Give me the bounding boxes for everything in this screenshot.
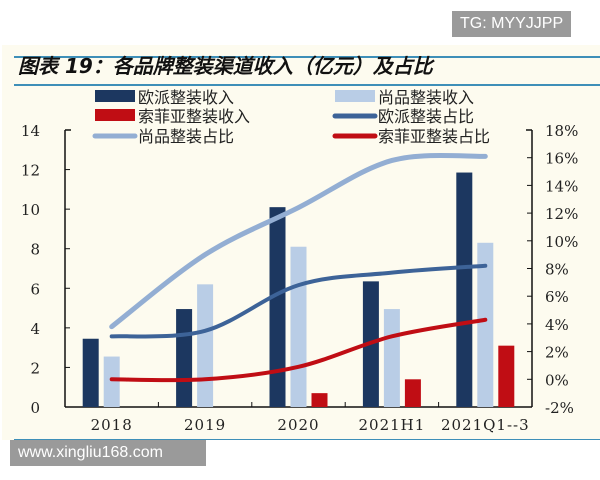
legend-swatch bbox=[95, 90, 135, 102]
bar-尚品整装收入 bbox=[477, 242, 494, 407]
bar-欧派整装收入 bbox=[176, 309, 193, 407]
bar-索菲亚整装收入 bbox=[404, 379, 421, 407]
right-tick-label: 18% bbox=[545, 122, 578, 140]
right-tick-label: 4% bbox=[545, 316, 569, 334]
bar-欧派整装收入 bbox=[269, 207, 286, 407]
x-tick-label: 2020 bbox=[277, 416, 319, 434]
title-rule-top bbox=[14, 56, 600, 58]
bar-索菲亚整装收入 bbox=[498, 345, 515, 407]
left-tick-label: 6 bbox=[30, 280, 40, 298]
bottom-rule bbox=[14, 439, 600, 440]
bar-索菲亚整装收入 bbox=[311, 393, 328, 407]
right-tick-label: 10% bbox=[545, 233, 578, 251]
bar-尚品整装收入 bbox=[383, 309, 400, 407]
title-rule-bottom bbox=[14, 84, 600, 86]
legend-label: 欧派整装收入 bbox=[138, 88, 234, 107]
right-tick-label: -2% bbox=[545, 399, 574, 417]
right-tick-label: 14% bbox=[545, 177, 578, 195]
bar-欧派整装收入 bbox=[82, 338, 99, 407]
right-tick-label: 0% bbox=[545, 371, 569, 389]
left-tick-label: 10 bbox=[21, 201, 40, 219]
left-tick-label: 14 bbox=[21, 122, 40, 140]
legend-swatch bbox=[95, 109, 135, 121]
legend-label: 尚品整装收入 bbox=[378, 88, 474, 107]
legend-label: 欧派整装占比 bbox=[378, 107, 474, 126]
legend-label: 索菲亚整装占比 bbox=[378, 127, 490, 146]
legend-swatch bbox=[335, 90, 375, 102]
chart-title: 图表 19：各品牌整装渠道收入（亿元）及占比 bbox=[18, 54, 433, 78]
left-tick-label: 8 bbox=[30, 241, 40, 259]
bar-欧派整装收入 bbox=[456, 172, 473, 407]
line-尚品整装占比 bbox=[109, 152, 488, 330]
left-tick-label: 2 bbox=[30, 359, 40, 377]
right-tick-label: 12% bbox=[545, 205, 578, 223]
x-tick-label: 2018 bbox=[91, 416, 133, 434]
right-tick-label: 8% bbox=[545, 261, 569, 279]
right-tick-label: 16% bbox=[545, 150, 578, 168]
left-tick-label: 12 bbox=[21, 162, 40, 180]
line-索菲亚整装占比 bbox=[109, 317, 488, 383]
x-tick-label: 2021Q1--3 bbox=[441, 416, 530, 434]
watermark-bottom: www.xingliu168.com bbox=[10, 440, 206, 466]
right-tick-label: 2% bbox=[545, 344, 569, 362]
legend-label: 尚品整装占比 bbox=[138, 127, 234, 146]
bar-尚品整装收入 bbox=[197, 284, 214, 407]
x-tick-label: 2019 bbox=[184, 416, 226, 434]
x-tick-label: 2021H1 bbox=[358, 416, 425, 434]
left-tick-label: 4 bbox=[30, 320, 40, 338]
bar-尚品整装收入 bbox=[103, 356, 120, 407]
bar-尚品整装收入 bbox=[290, 246, 307, 407]
line-欧派整装占比 bbox=[109, 263, 488, 339]
legend-label: 索菲亚整装收入 bbox=[138, 107, 250, 126]
right-tick-label: 6% bbox=[545, 288, 569, 306]
left-tick-label: 0 bbox=[30, 399, 40, 417]
watermark-top: TG: MYYJJPP bbox=[452, 11, 572, 37]
